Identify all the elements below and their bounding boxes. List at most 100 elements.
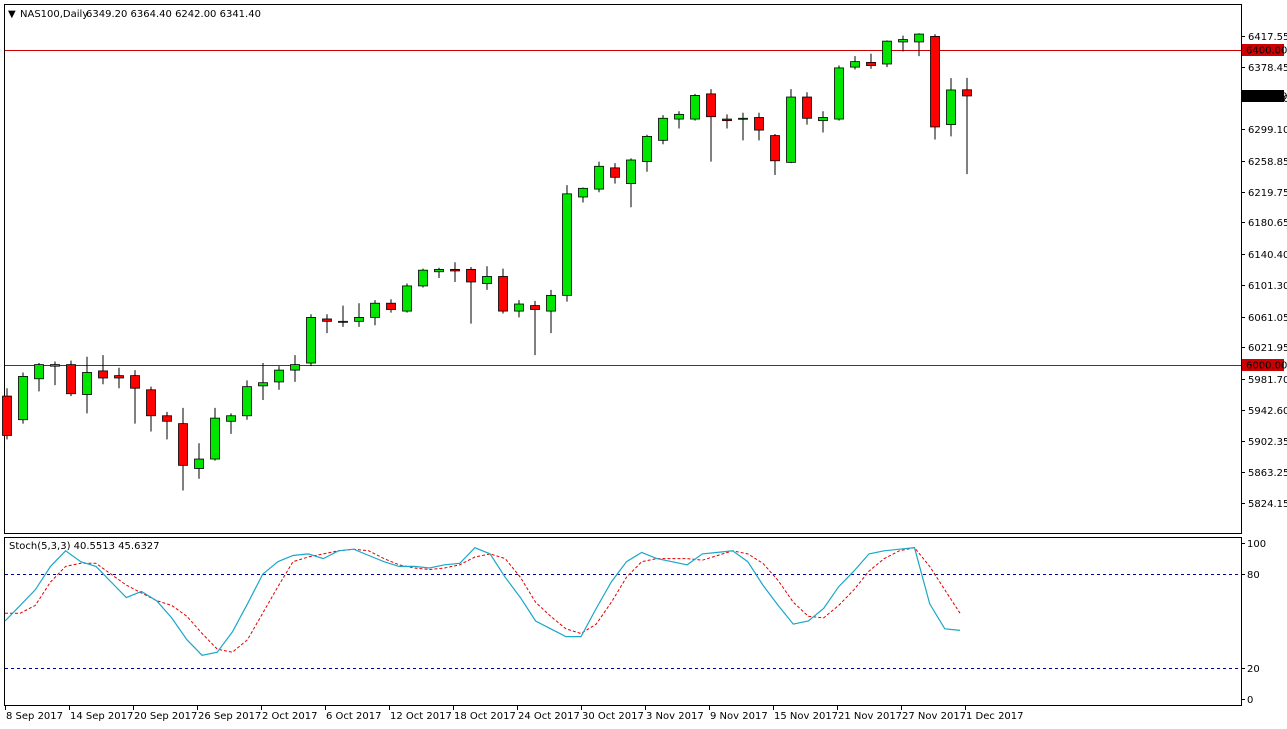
time-label: 8 Sep 2017: [6, 711, 63, 722]
price-tick-label: 6417.55: [1248, 32, 1287, 43]
candle-down: [66, 364, 76, 395]
candle-up: [306, 316, 316, 364]
candle-up: [82, 372, 92, 395]
time-label: 3 Nov 2017: [646, 711, 704, 722]
candle-down: [530, 305, 540, 310]
candle-down: [706, 93, 716, 118]
time-label: 26 Sep 2017: [198, 711, 261, 722]
candle-up: [578, 187, 588, 198]
candle-up: [210, 417, 220, 460]
candle-up: [594, 165, 604, 190]
candle-up: [546, 294, 556, 312]
level-label: 6400.00: [1246, 46, 1287, 57]
price-tick-label: 5863.25: [1248, 468, 1287, 479]
price-tick-label: 6101.30: [1248, 281, 1287, 292]
candle-down: [930, 36, 940, 128]
candle-up: [194, 458, 204, 469]
current-price-bg: [1242, 90, 1284, 102]
time-label: 9 Nov 2017: [710, 711, 768, 722]
candle-up: [34, 364, 44, 380]
candle-up: [514, 303, 524, 312]
price-tick-label: 5902.35: [1248, 437, 1287, 448]
candle-up: [18, 376, 28, 421]
candle-up: [370, 302, 380, 318]
candle-down: [162, 415, 172, 422]
candle-up: [834, 67, 844, 120]
candle-down: [866, 62, 876, 66]
candle-down: [962, 89, 972, 97]
candle-up: [818, 117, 828, 122]
current-price-label: 6341.40: [1246, 92, 1287, 103]
price-tick-label: 6021.95: [1248, 343, 1287, 354]
price-tick-label: 6219.75: [1248, 188, 1287, 199]
candle-up: [418, 269, 428, 287]
level-label-bg: [1242, 44, 1284, 56]
candle-up: [258, 382, 268, 387]
price-tick-label: 6061.05: [1248, 313, 1287, 324]
candle-up: [642, 135, 652, 162]
stoch-signal-line: [5, 547, 961, 653]
stoch-tick-label: 100: [1247, 539, 1266, 550]
price-tick-label: 6378.45: [1248, 63, 1287, 74]
level-label: 6000.00: [1246, 361, 1287, 372]
stoch-tick-label: 0: [1247, 695, 1253, 706]
candle-down: [770, 135, 780, 162]
candle-up: [226, 415, 236, 422]
time-label: 14 Sep 2017: [70, 711, 133, 722]
candle-down: [386, 302, 396, 310]
time-label: 30 Oct 2017: [582, 711, 644, 722]
time-label: 1 Dec 2017: [966, 711, 1024, 722]
time-label: 2 Oct 2017: [262, 711, 317, 722]
candle-up: [482, 276, 492, 284]
price-tick-label: 6180.65: [1248, 218, 1287, 229]
candle-down: [322, 318, 332, 322]
candle-up: [354, 316, 364, 322]
stochastic-pane: [4, 537, 1242, 706]
candle-down: [754, 117, 764, 131]
time-label: 12 Oct 2017: [390, 711, 452, 722]
candle-up: [338, 320, 348, 323]
chart-ohlc: 6349.20 6364.40 6242.00 6341.40: [86, 9, 261, 20]
time-label: 20 Sep 2017: [134, 711, 197, 722]
candle-up: [242, 386, 252, 417]
price-tick-label: 6140.40: [1248, 250, 1287, 261]
candle-down: [802, 96, 812, 119]
horizontal-levels: [5, 50, 1241, 366]
candles: [2, 33, 972, 491]
candle-up: [50, 364, 60, 367]
candle-up: [850, 61, 860, 68]
candle-up: [882, 40, 892, 65]
candle-up: [658, 117, 668, 141]
candle-down: [146, 389, 156, 417]
price-tick-label: 5824.15: [1248, 499, 1287, 510]
candle-up: [274, 369, 284, 383]
candle-up: [786, 96, 796, 163]
price-pane: [4, 4, 1242, 534]
candle-up: [914, 33, 924, 43]
time-label: 21 Nov 2017: [838, 711, 902, 722]
stoch-header: Stoch(5,3,3) 40.5513 45.6327: [9, 541, 160, 552]
time-axis: 8 Sep 2017 14 Sep 2017 20 Sep 2017 26 Sep 2…: [5, 706, 1024, 722]
candle-up: [434, 268, 444, 273]
candle-up: [738, 117, 748, 120]
stoch-tick-label: 20: [1247, 664, 1260, 675]
candle-down: [130, 375, 140, 389]
candle-up: [562, 193, 572, 296]
candle-up: [290, 364, 300, 371]
candle-down: [610, 167, 620, 178]
time-label: 27 Nov 2017: [902, 711, 966, 722]
candle-down: [98, 370, 108, 379]
stoch-tick-label: 80: [1247, 570, 1260, 581]
stoch-axis: 100 80 20 0: [1241, 539, 1266, 706]
candle-down: [114, 375, 124, 379]
time-label: 6 Oct 2017: [326, 711, 381, 722]
price-axis: 6417.556378.456339.106299.106258.856219.…: [1241, 32, 1287, 510]
candle-up: [690, 95, 700, 120]
candle-up: [674, 113, 684, 120]
chart-header-arrow: ▼: [8, 9, 16, 20]
candle-up: [402, 285, 412, 312]
stochastic-lines: [4, 546, 1241, 669]
price-tick-label: 5981.70: [1248, 375, 1287, 386]
stoch-main-line: [4, 546, 961, 656]
